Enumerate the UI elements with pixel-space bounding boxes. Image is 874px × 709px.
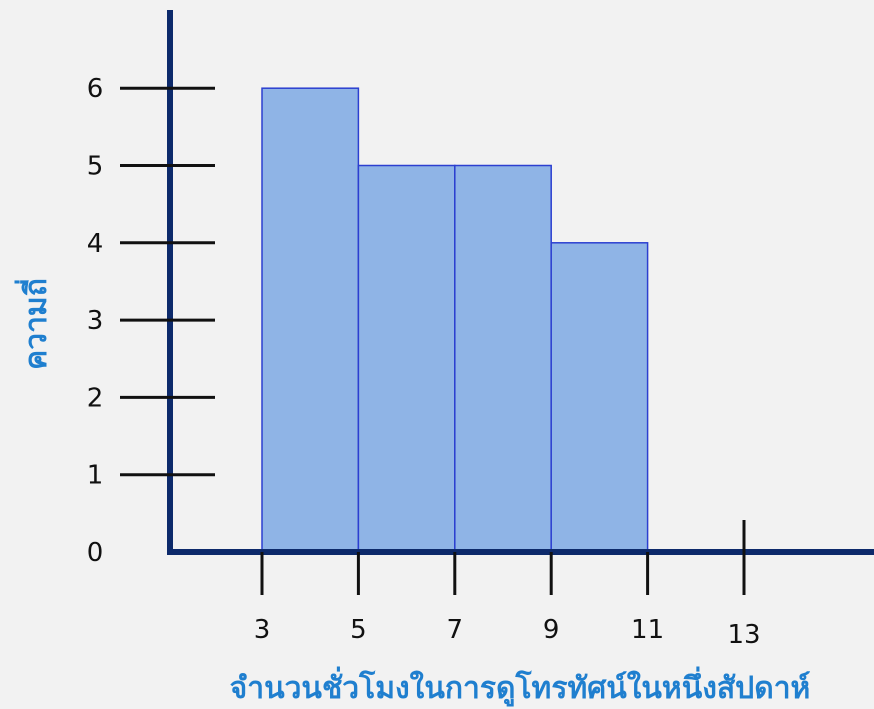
bar-9-11 xyxy=(550,242,649,553)
y-axis-label: ความถี่ xyxy=(14,278,54,370)
y-tick-label-5: 5 xyxy=(87,152,104,182)
bars-group xyxy=(261,87,649,553)
axes-group xyxy=(167,10,874,555)
y-tick-label-6: 6 xyxy=(87,74,104,104)
x-tick-label-7: 7 xyxy=(447,615,464,645)
x-tick-label-11: 11 xyxy=(631,615,664,645)
x-axis-label: จำนวนชั่วโมงในการดูโทรทัศน์ในหนึ่งสัปดาห… xyxy=(230,666,811,707)
y-tick-label-3: 3 xyxy=(87,306,104,336)
y-tick-label-0: 0 xyxy=(87,538,104,568)
y-tick-label-2: 2 xyxy=(87,383,104,413)
x-tick-label-5: 5 xyxy=(350,615,367,645)
ticks-group: 0 1 2 3 4 5 6 3 5 7 9 11 13 xyxy=(87,74,761,650)
y-tick-label-4: 4 xyxy=(87,229,104,259)
bar-5-7 xyxy=(357,164,456,553)
x-tick-label-13: 13 xyxy=(727,620,760,650)
x-tick-label-3: 3 xyxy=(254,615,271,645)
bar-7-9 xyxy=(454,164,552,553)
y-tick-label-1: 1 xyxy=(87,461,104,491)
bar-3-5 xyxy=(261,87,360,553)
x-tick-label-9: 9 xyxy=(543,615,560,645)
